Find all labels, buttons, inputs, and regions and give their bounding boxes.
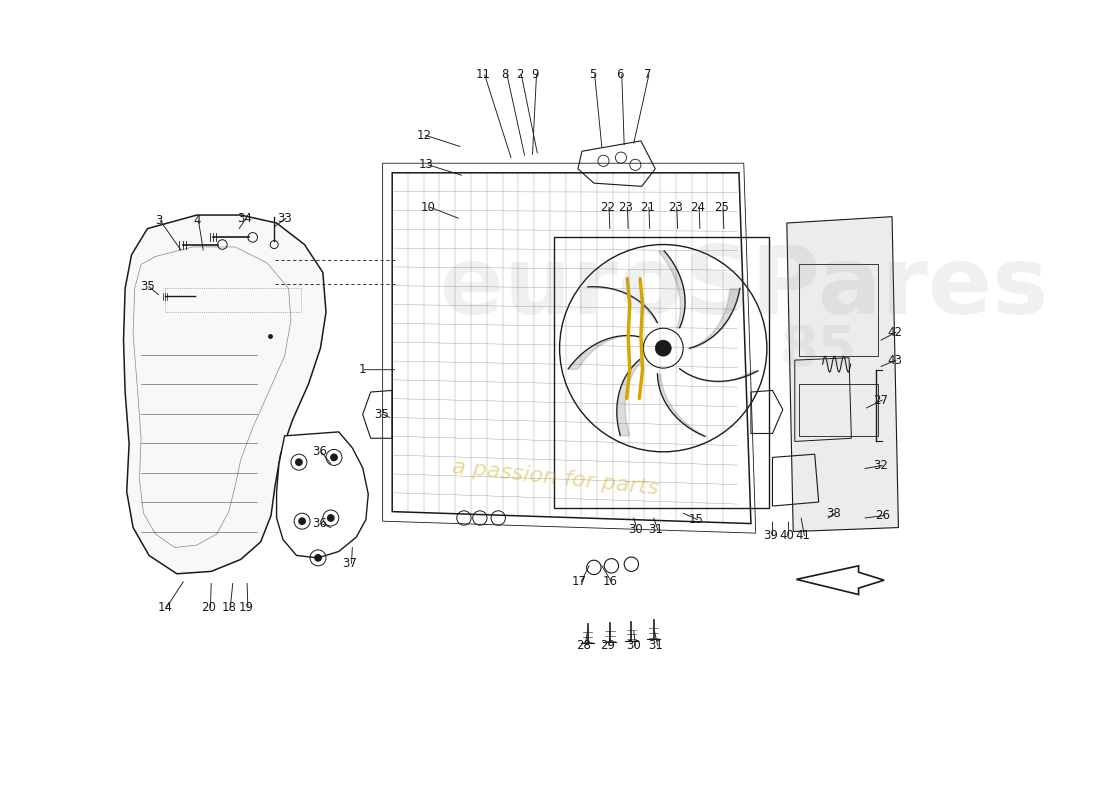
- Text: 13: 13: [419, 158, 433, 171]
- Text: 43: 43: [887, 354, 902, 366]
- Circle shape: [656, 340, 671, 356]
- Circle shape: [328, 515, 334, 521]
- Text: 12: 12: [417, 129, 431, 142]
- Text: 39: 39: [763, 529, 779, 542]
- Circle shape: [315, 554, 321, 561]
- Circle shape: [248, 233, 257, 242]
- Text: 9: 9: [531, 68, 539, 82]
- Text: 31: 31: [649, 639, 663, 652]
- Text: 26: 26: [874, 509, 890, 522]
- Text: 29: 29: [600, 639, 615, 652]
- Circle shape: [644, 328, 683, 368]
- Text: 6: 6: [616, 68, 624, 82]
- Text: 10: 10: [420, 201, 436, 214]
- Text: 37: 37: [342, 557, 358, 570]
- Polygon shape: [796, 566, 884, 594]
- Text: 36: 36: [312, 517, 327, 530]
- Polygon shape: [393, 173, 751, 523]
- Text: 35: 35: [374, 408, 389, 421]
- Text: 14: 14: [157, 601, 173, 614]
- Circle shape: [299, 518, 306, 524]
- Text: 34: 34: [238, 212, 252, 225]
- Text: 20: 20: [201, 601, 217, 614]
- Text: 7: 7: [644, 68, 651, 82]
- Text: 16: 16: [603, 575, 617, 588]
- Circle shape: [218, 240, 228, 250]
- Text: 17: 17: [572, 575, 587, 588]
- Text: 4: 4: [194, 214, 200, 227]
- Text: 23: 23: [668, 201, 683, 214]
- Text: 33: 33: [277, 212, 292, 225]
- Text: 24: 24: [690, 201, 705, 214]
- Text: 32: 32: [873, 459, 889, 472]
- Text: 28: 28: [576, 639, 591, 652]
- Polygon shape: [123, 215, 326, 574]
- Text: 23: 23: [618, 201, 634, 214]
- Bar: [799, 384, 879, 436]
- Text: 27: 27: [873, 394, 889, 406]
- Text: 8: 8: [502, 68, 509, 82]
- Text: 25: 25: [714, 201, 729, 214]
- Text: 2: 2: [516, 68, 524, 82]
- Text: 5: 5: [590, 68, 597, 82]
- Text: 1: 1: [359, 363, 366, 376]
- Circle shape: [331, 454, 338, 461]
- Text: 41: 41: [795, 529, 811, 542]
- Text: 36: 36: [312, 446, 327, 458]
- Circle shape: [271, 241, 278, 249]
- Bar: [554, 237, 769, 508]
- Text: 30: 30: [628, 522, 642, 536]
- Text: 85: 85: [780, 323, 857, 378]
- Text: 38: 38: [826, 506, 840, 520]
- Text: euro: euro: [440, 242, 683, 334]
- Text: 22: 22: [600, 201, 615, 214]
- Polygon shape: [786, 217, 899, 531]
- Text: 40: 40: [780, 529, 794, 542]
- Polygon shape: [276, 432, 369, 558]
- Text: 31: 31: [649, 522, 663, 536]
- Text: 18: 18: [221, 601, 236, 614]
- Text: 15: 15: [689, 513, 703, 526]
- Text: SPares: SPares: [683, 242, 1048, 334]
- Text: 3: 3: [155, 214, 163, 227]
- Text: 19: 19: [239, 601, 254, 614]
- Text: 30: 30: [626, 639, 641, 652]
- Text: 35: 35: [140, 280, 155, 294]
- Text: 11: 11: [475, 68, 491, 82]
- Bar: [799, 265, 879, 356]
- Circle shape: [296, 459, 303, 466]
- Text: 21: 21: [640, 201, 654, 214]
- Text: 42: 42: [887, 326, 902, 338]
- Text: a passion for parts: a passion for parts: [451, 458, 660, 499]
